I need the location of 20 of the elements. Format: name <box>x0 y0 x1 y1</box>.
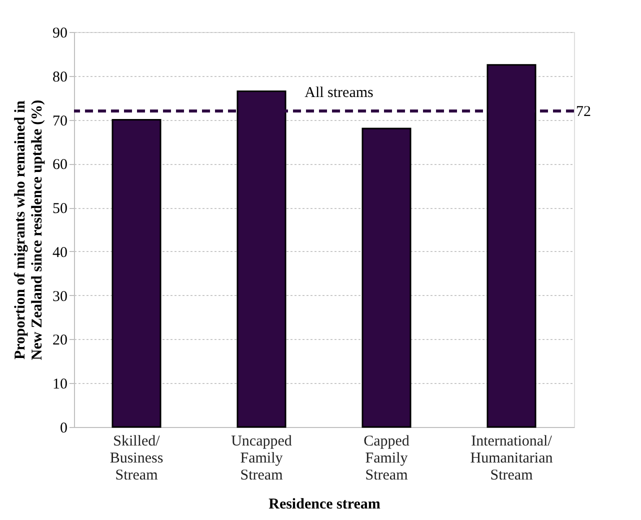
y-axis-title: Proportion of migrants who remained in New Zealand since residence uptake (%) <box>12 100 46 360</box>
bar <box>362 128 412 428</box>
bar <box>112 119 162 428</box>
x-axis-title: Residence stream <box>268 496 381 512</box>
y-tick-label: 90 <box>52 26 68 42</box>
y-tick-label: 50 <box>52 201 68 218</box>
x-tick-label: International/ Humanitarian Stream <box>470 434 554 484</box>
y-tick-label: 80 <box>52 69 68 86</box>
y-tick-label: 40 <box>52 244 68 261</box>
text: 72 <box>576 104 591 120</box>
x-tick-label: Skilled/ Business Stream <box>110 434 164 484</box>
x-tick-label: Uncapped Family Stream <box>231 434 292 484</box>
y-tick-label: 10 <box>52 376 68 393</box>
y-tick-label: 20 <box>52 332 68 349</box>
y-tick-label: 70 <box>52 113 68 130</box>
y-tick-label: 0 <box>60 420 68 436</box>
y-tick-label: 60 <box>52 157 68 174</box>
y-tick-label: 30 <box>52 288 68 305</box>
ref-line-label: All streams <box>304 85 374 101</box>
x-tick-label: Capped Family Stream <box>364 434 410 484</box>
